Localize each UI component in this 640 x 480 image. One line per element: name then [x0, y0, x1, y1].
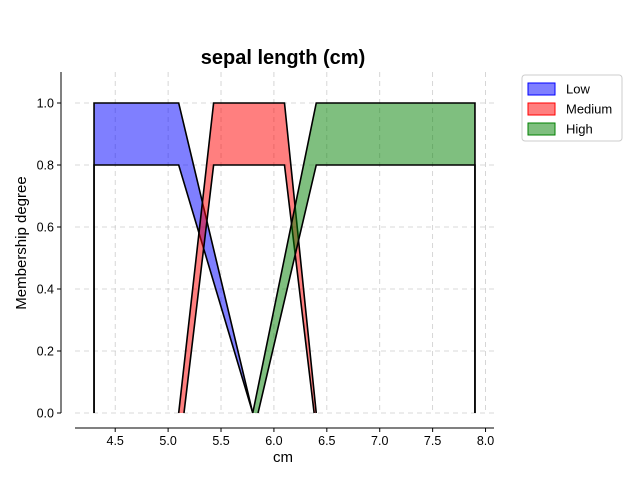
y-tick-label: 0.0 — [37, 407, 54, 421]
x-tick-label: 4.5 — [107, 434, 124, 448]
legend-label-high: High — [566, 122, 593, 137]
y-axis-label: Membership degree — [13, 176, 30, 309]
y-tick-label: 1.0 — [37, 97, 54, 111]
series-high-fill — [252, 103, 475, 413]
series-layer — [93, 102, 476, 414]
chart-title: sepal length (cm) — [201, 47, 365, 69]
series-medium-lower-line — [183, 164, 315, 414]
y-tick-label: 0.6 — [37, 221, 54, 235]
legend: Low Medium High — [521, 74, 623, 142]
axes: 0.0 0.2 0.4 0.6 0.8 1.0 4.5 5.0 5.5 6.0 6.5 7.0 7.5 8… — [37, 72, 494, 448]
x-tick-label: 6.5 — [318, 434, 335, 448]
y-tick-label: 0.8 — [37, 159, 54, 173]
legend-label-medium: Medium — [566, 102, 612, 117]
y-tick-label: 0.4 — [37, 283, 54, 297]
x-tick-label: 8.0 — [477, 434, 494, 448]
series-low-lower-line — [93, 164, 254, 414]
x-tick-label: 5.0 — [159, 434, 176, 448]
legend-label-low: Low — [566, 82, 590, 97]
series-high-lower-line — [257, 164, 476, 414]
x-tick-label: 6.0 — [265, 434, 282, 448]
series-medium-upper-line — [177, 102, 318, 414]
x-tick-label: 7.5 — [424, 434, 441, 448]
x-axis-label: cm — [273, 449, 293, 466]
y-tick-label: 0.2 — [37, 345, 54, 359]
legend-swatch-medium — [527, 102, 556, 116]
x-tick-label: 5.5 — [212, 434, 229, 448]
legend-swatch-high — [527, 122, 556, 136]
x-tick-label: 7.0 — [371, 434, 388, 448]
legend-swatch-low — [527, 82, 556, 96]
